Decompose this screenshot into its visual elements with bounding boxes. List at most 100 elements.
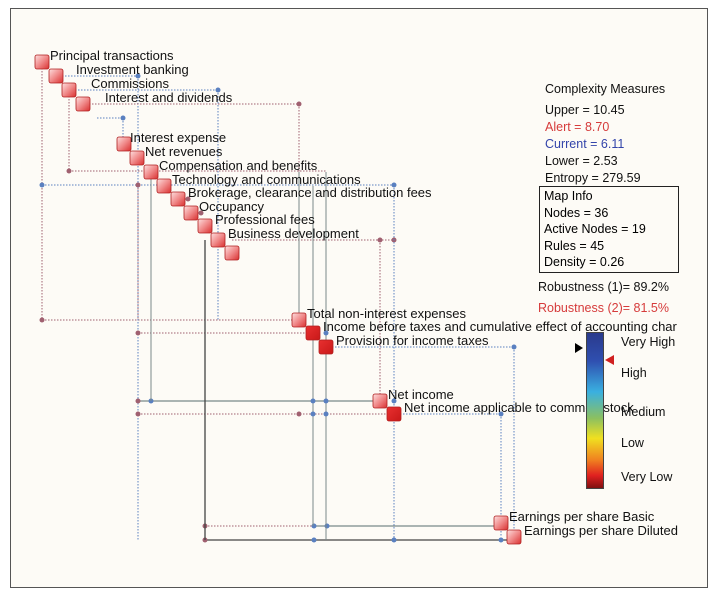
scale-very-low: Very Low [621,470,673,484]
map-node[interactable]: Interest expense [116,130,226,152]
node-square-icon[interactable] [129,150,145,166]
map-node[interactable]: Income before taxes and cumulative effec… [305,319,678,341]
node-square-icon[interactable] [48,68,64,84]
current-level-marker-icon [575,343,583,353]
node-label: Net revenues [145,144,223,159]
complexity-title: Complexity Measures [545,82,666,96]
link-endpoint [310,411,316,417]
link-endpoint [323,411,329,417]
node-label: Professional fees [215,212,315,227]
link-endpoint [296,101,302,107]
link-endpoint [498,537,504,543]
map-info-nodes: Nodes = 36 [544,205,609,220]
link-endpoint [324,523,330,529]
node-label: Total non-interest expenses [307,306,466,321]
map-node[interactable]: Net income applicable to common stock [386,400,634,422]
map-info-active-nodes: Active Nodes = 19 [544,222,646,236]
map-node[interactable]: Occupancy [183,199,265,221]
node-square-icon[interactable] [493,515,509,531]
map-node[interactable] [224,245,240,261]
link-endpoint [391,537,397,543]
node-square-icon[interactable] [156,178,172,194]
map-node[interactable]: Earnings per share Diluted [506,523,678,545]
map-node[interactable]: Net income [372,387,454,409]
node-square-icon[interactable] [143,164,159,180]
scale-high: High [621,366,647,380]
map-info-title: Map Info [544,189,593,203]
map-info-rules: Rules = 45 [544,238,605,253]
scale-medium: Medium [621,405,666,419]
node-label: Technology and communications [172,172,361,187]
alert-level-marker-icon [605,355,614,365]
link-endpoint [120,115,126,121]
node-label: Provision for income taxes [336,333,489,348]
map-node[interactable]: Professional fees [197,212,315,234]
link-endpoint [135,182,141,188]
node-label: Net income applicable to common stock [404,400,634,415]
map-node[interactable]: Interest and dividends [75,90,233,112]
map-node[interactable]: Net revenues [129,144,223,166]
link-endpoint [135,73,141,79]
map-node[interactable]: Total non-interest expenses [291,306,466,328]
map-node[interactable]: Business development [210,226,359,248]
map-info-box: Map Info Nodes = 36 Active Nodes = 19 Ru… [539,186,679,273]
node-square-icon[interactable] [372,393,388,409]
node-label: Business development [228,226,359,241]
node-square-icon[interactable] [224,245,240,261]
node-square-icon[interactable] [197,218,213,234]
complexity-current: Current = 6.11 [545,137,625,151]
link-endpoint [215,87,221,93]
complexity-entropy: Entropy = 279.59 [545,171,641,185]
node-label: Earnings per share Basic [509,509,655,524]
link-endpoint [311,537,317,543]
link-endpoint [39,182,45,188]
link-endpoint [310,398,316,404]
node-square-icon[interactable] [170,191,186,207]
robustness-1: Robustness (1)= 89.2% [538,280,669,294]
node-label: Interest and dividends [105,90,233,105]
map-node[interactable]: Provision for income taxes [318,333,489,355]
link-endpoint [135,330,141,336]
link-endpoint [391,398,397,404]
map-node[interactable]: Brokerage, clearance and distribution fe… [170,185,432,207]
complexity-lower: Lower = 2.53 [545,154,618,168]
node-square-icon[interactable] [386,406,402,422]
node-square-icon[interactable] [183,205,199,221]
map-node[interactable]: Technology and communications [156,172,361,194]
link-endpoint [185,196,191,202]
node-square-icon[interactable] [318,339,334,355]
node-square-icon[interactable] [75,96,91,112]
node-square-icon[interactable] [61,82,77,98]
node-square-icon[interactable] [34,54,50,70]
node-label: Occupancy [199,199,265,214]
node-label: Income before taxes and cumulative effec… [323,319,678,334]
complexity-upper: Upper = 10.45 [545,103,625,117]
link-endpoint [135,411,141,417]
map-info-density: Density = 0.26 [544,255,625,269]
link-endpoint [311,523,317,529]
node-label: Earnings per share Diluted [524,523,678,538]
node-label: Net income [388,387,454,402]
node-square-icon[interactable] [506,529,522,545]
link-endpoint [135,398,141,404]
node-label: Compensation and benefits [159,158,318,173]
node-label: Investment banking [76,62,189,77]
node-label: Interest expense [130,130,226,145]
map-node[interactable]: Investment banking [48,62,189,84]
node-square-icon[interactable] [291,312,307,328]
link-endpoint [66,168,72,174]
link-endpoint [296,411,302,417]
links-layer [39,62,517,543]
map-node[interactable]: Principal transactions [34,48,174,70]
node-square-icon[interactable] [116,136,132,152]
map-node[interactable]: Earnings per share Basic [493,509,655,531]
map-node[interactable]: Compensation and benefits [143,158,318,180]
link-endpoint [39,317,45,323]
node-square-icon[interactable] [210,232,226,248]
node-label: Commissions [91,76,170,91]
map-canvas: Principal transactions Investment banking… [10,8,708,588]
node-square-icon[interactable] [305,325,321,341]
map-node[interactable]: Commissions [61,76,170,98]
